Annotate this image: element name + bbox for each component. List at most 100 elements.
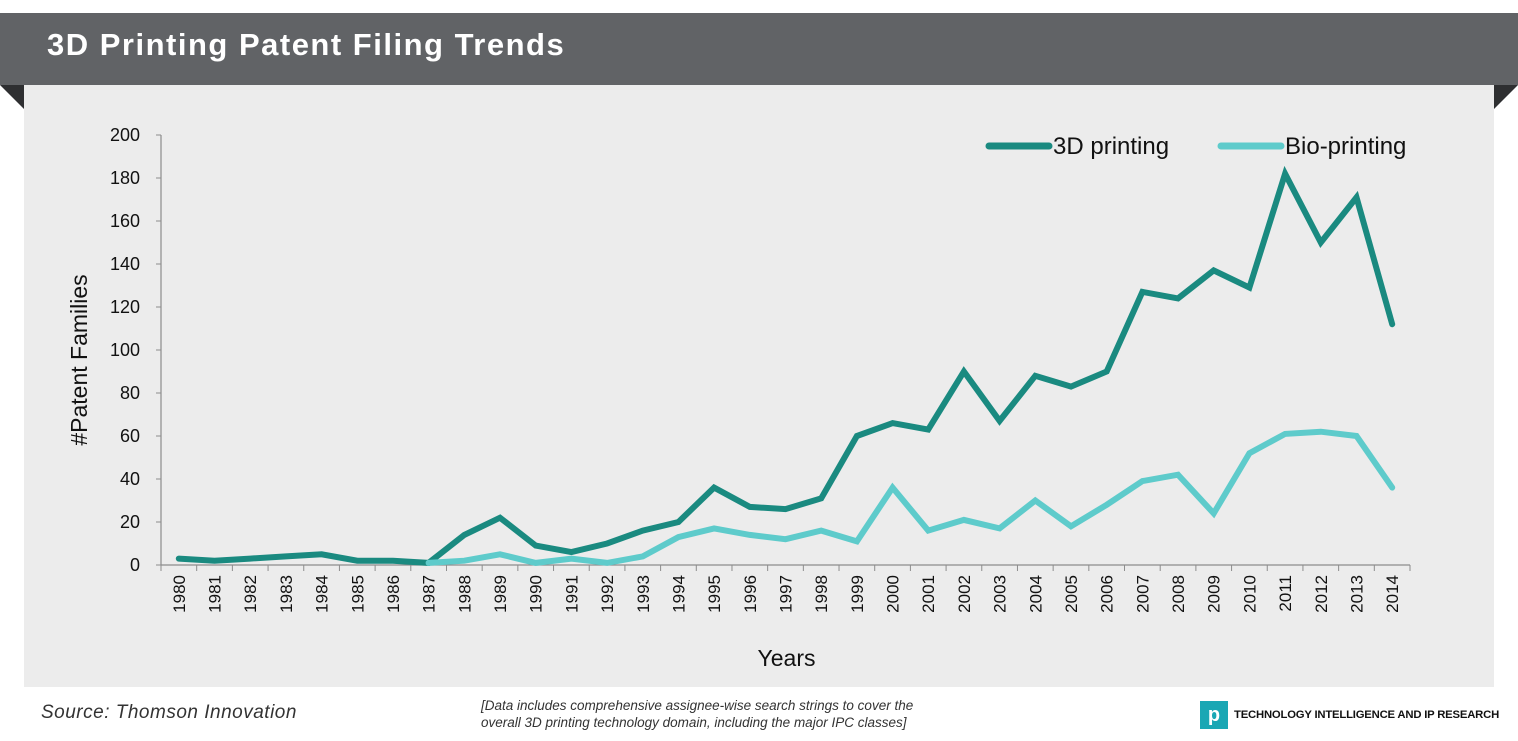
brand-text: TECHNOLOGY INTELLIGENCE AND IP RESEARCH xyxy=(1234,709,1500,721)
data-point-bio-printing xyxy=(1032,497,1038,504)
series-line-bio-printing xyxy=(425,428,1396,566)
data-point-bio-printing xyxy=(568,555,574,562)
data-point-3d-printing xyxy=(1282,171,1288,177)
data-point-3d-printing xyxy=(1389,321,1395,327)
data-point-3d-printing xyxy=(640,528,646,534)
x-tick-label: 2004 xyxy=(1026,575,1045,613)
data-point-3d-printing xyxy=(568,549,574,555)
data-point-bio-printing xyxy=(818,528,824,534)
x-tick-label: 2007 xyxy=(1133,575,1152,613)
x-tick-label: 1982 xyxy=(241,575,260,613)
data-point-3d-printing xyxy=(354,558,360,564)
data-point-bio-printing xyxy=(747,532,753,538)
y-axis-title: #Patent Families xyxy=(66,274,92,445)
x-tick-label: 2014 xyxy=(1383,575,1402,613)
data-point-3d-printing xyxy=(247,555,253,562)
data-point-3d-printing xyxy=(1104,368,1110,375)
data-point-bio-printing xyxy=(1175,472,1181,478)
data-point-3d-printing xyxy=(1246,285,1253,291)
y-tick-label: 80 xyxy=(120,383,140,403)
x-tick-label: 1980 xyxy=(170,575,189,613)
legend-label-bio-printing: Bio-printing xyxy=(1285,133,1406,160)
data-point-3d-printing xyxy=(675,519,682,525)
data-point-3d-printing xyxy=(818,495,824,501)
data-point-bio-printing xyxy=(1246,450,1253,456)
data-point-bio-printing xyxy=(782,536,789,542)
y-tick-label: 140 xyxy=(110,254,140,274)
y-tick-label: 160 xyxy=(110,211,140,231)
data-point-bio-printing xyxy=(1353,433,1360,439)
x-tick-label: 1999 xyxy=(848,575,867,613)
data-point-bio-printing xyxy=(533,560,539,566)
data-point-3d-printing xyxy=(889,420,896,426)
data-point-bio-printing xyxy=(889,485,896,491)
x-tick-label: 1988 xyxy=(455,575,474,613)
data-point-3d-printing xyxy=(533,543,539,549)
data-point-bio-printing xyxy=(640,553,646,559)
data-point-bio-printing xyxy=(961,517,967,523)
data-point-bio-printing xyxy=(461,558,467,564)
data-point-3d-printing xyxy=(1032,373,1038,379)
data-point-3d-printing xyxy=(1353,194,1360,200)
x-tick-label: 2002 xyxy=(955,575,974,613)
x-tick-label: 1992 xyxy=(598,575,617,613)
data-point-bio-printing xyxy=(1211,510,1217,516)
y-tick-label: 100 xyxy=(110,340,140,360)
y-tick-label: 180 xyxy=(110,168,140,188)
data-point-3d-printing xyxy=(747,504,753,510)
data-point-bio-printing xyxy=(426,560,432,566)
y-tick-label: 20 xyxy=(120,512,140,532)
brand-logo-icon: p xyxy=(1200,701,1228,729)
x-tick-label: 2000 xyxy=(884,575,903,613)
x-tick-label: 1987 xyxy=(420,575,439,613)
y-tick-label: 40 xyxy=(120,469,140,489)
data-point-bio-printing xyxy=(1318,429,1324,435)
data-point-3d-printing xyxy=(1175,295,1181,301)
x-tick-label: 1991 xyxy=(562,575,581,613)
data-point-3d-printing xyxy=(1139,289,1145,295)
data-point-3d-printing xyxy=(390,558,396,564)
y-tick-label: 0 xyxy=(130,555,140,575)
y-tick-label: 120 xyxy=(110,297,140,317)
x-tick-label: 2003 xyxy=(991,575,1010,613)
data-point-bio-printing xyxy=(1104,502,1110,508)
data-point-3d-printing xyxy=(711,485,717,491)
x-tick-label: 1989 xyxy=(491,575,510,613)
series-line-3d-printing xyxy=(175,165,1396,566)
data-point-3d-printing xyxy=(1211,267,1217,274)
x-tick-label: 2008 xyxy=(1169,575,1188,613)
data-point-3d-printing xyxy=(854,433,860,439)
x-tick-label: 1995 xyxy=(705,575,724,613)
x-tick-label: 2010 xyxy=(1240,575,1259,613)
data-point-bio-printing xyxy=(675,534,682,540)
data-point-3d-printing xyxy=(997,418,1003,424)
x-tick-label: 2005 xyxy=(1062,575,1081,613)
brand: p TECHNOLOGY INTELLIGENCE AND IP RESEARC… xyxy=(1200,701,1499,729)
data-point-3d-printing xyxy=(1318,239,1324,246)
x-tick-label: 1984 xyxy=(313,575,332,613)
banner-fold-right xyxy=(1494,85,1518,109)
data-point-3d-printing xyxy=(497,515,503,521)
banner-fold-left xyxy=(0,85,24,109)
x-tick-label: 1990 xyxy=(527,575,546,613)
x-tick-label: 1985 xyxy=(348,575,367,613)
data-point-3d-printing xyxy=(176,555,182,562)
data-point-bio-printing xyxy=(1282,431,1288,437)
data-point-bio-printing xyxy=(854,538,860,544)
y-tick-label: 200 xyxy=(110,125,140,145)
y-tick-label: 60 xyxy=(120,426,140,446)
data-point-3d-printing xyxy=(925,426,931,433)
x-tick-label: 2011 xyxy=(1276,575,1295,612)
data-point-3d-printing xyxy=(211,558,218,564)
top-strip xyxy=(0,0,1518,13)
x-tick-label: 1986 xyxy=(384,575,403,613)
data-point-3d-printing xyxy=(318,551,325,557)
data-point-3d-printing xyxy=(1068,383,1074,390)
data-point-bio-printing xyxy=(925,528,931,534)
data-point-bio-printing xyxy=(604,560,610,566)
x-tick-label: 2012 xyxy=(1312,575,1331,613)
line-chart: 0 20 40 60 80 100 120 140 160 180 200 1980 1981 1982 1… xyxy=(66,125,1411,671)
x-tick-label: 2006 xyxy=(1098,575,1117,613)
x-tick-label: 2001 xyxy=(919,575,938,613)
data-point-bio-printing xyxy=(1389,485,1395,491)
